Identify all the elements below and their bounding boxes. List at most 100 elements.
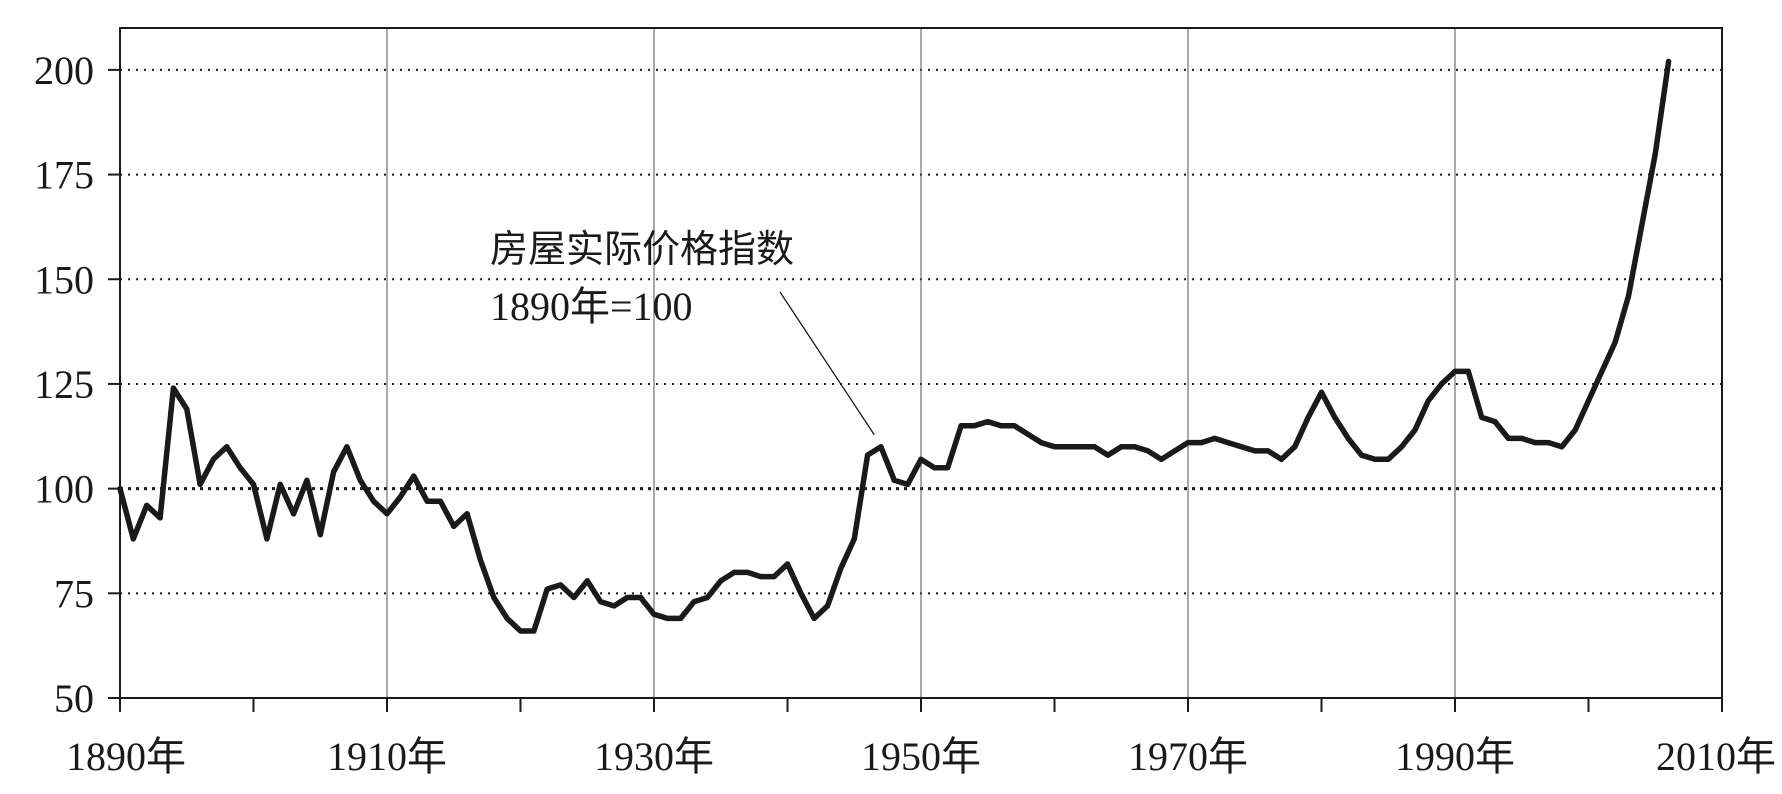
data-point-1949: [905, 481, 911, 487]
data-point-1915: [451, 523, 457, 529]
data-point-1924: [571, 594, 577, 601]
data-point-1946: [865, 452, 871, 458]
annotation-sublabel: 1890年=100: [490, 284, 693, 329]
data-point-1960: [1051, 444, 1058, 450]
data-point-1905: [317, 532, 323, 538]
data-point-1955: [985, 419, 991, 425]
data-point-1928: [624, 594, 630, 601]
data-point-1948: [891, 477, 897, 483]
data-point-1939: [771, 574, 777, 580]
data-point-1964: [1105, 452, 1111, 458]
data-point-1917: [477, 557, 483, 563]
x-tick-label-1890: 1890年: [66, 734, 186, 779]
data-point-1921: [531, 628, 537, 634]
data-point-1913: [424, 498, 430, 504]
data-point-1947: [878, 444, 884, 450]
data-point-1910: [384, 511, 390, 517]
data-point-1990: [1452, 368, 1458, 374]
data-point-1984: [1372, 456, 1378, 462]
annotation-leader-line: [779, 291, 875, 436]
data-point-1918: [491, 594, 497, 601]
y-axis-ticks: [108, 68, 120, 699]
data-point-2003: [1625, 293, 1632, 299]
x-tick-label-1950: 1950年: [861, 734, 981, 779]
data-point-1971: [1198, 440, 1204, 446]
data-point-1923: [557, 582, 564, 588]
data-point-1926: [598, 599, 604, 605]
data-point-1941: [798, 590, 804, 596]
data-point-1973: [1225, 440, 1231, 446]
series-line: [117, 58, 1672, 634]
data-point-1998: [1559, 444, 1565, 450]
y-tick-label-50: 50: [54, 676, 94, 721]
data-point-1893: [157, 515, 163, 521]
data-point-1961: [1065, 444, 1071, 450]
data-point-1900: [250, 481, 257, 487]
x-axis-ticks: [119, 698, 1723, 712]
data-point-1999: [1572, 427, 1578, 433]
data-point-1899: [237, 465, 243, 471]
data-point-1965: [1118, 444, 1124, 450]
data-point-1958: [1025, 431, 1031, 437]
data-point-1911: [397, 494, 403, 500]
y-axis-tick-labels: 50 75 100 125 150 175 200: [34, 48, 94, 721]
data-point-1968: [1158, 456, 1164, 462]
data-point-1903: [291, 511, 297, 517]
y-tick-label-100: 100: [34, 467, 94, 512]
data-point-1989: [1439, 381, 1445, 387]
data-point-1934: [704, 594, 711, 601]
data-point-1976: [1265, 448, 1271, 454]
y-tick-label-200: 200: [34, 48, 94, 93]
data-point-1967: [1145, 448, 1151, 454]
data-point-1957: [1011, 423, 1018, 429]
data-point-1927: [611, 603, 617, 609]
data-point-2004: [1639, 222, 1645, 228]
data-point-1952: [945, 465, 951, 471]
data-point-1995: [1519, 435, 1525, 441]
data-point-1896: [197, 481, 203, 487]
data-point-2006: [1666, 58, 1672, 65]
data-point-1988: [1425, 398, 1431, 404]
data-point-1890: [117, 486, 123, 492]
x-axis-tick-labels: 1890年 1910年 1930年 1950年 1970年 1990年 2010年: [66, 734, 1776, 779]
data-point-1907: [344, 444, 350, 450]
data-point-1931: [664, 615, 671, 622]
data-point-1959: [1038, 440, 1044, 446]
data-point-1991: [1465, 368, 1471, 374]
y-tick-label-175: 175: [34, 153, 94, 198]
data-point-1936: [731, 569, 737, 576]
data-point-1977: [1278, 456, 1285, 462]
data-point-1894: [170, 385, 176, 391]
data-point-1980: [1318, 389, 1325, 395]
data-point-1972: [1212, 435, 1218, 441]
data-point-1979: [1305, 414, 1311, 420]
x-tick-label-1910: 1910年: [327, 734, 447, 779]
data-point-1912: [411, 473, 417, 479]
data-point-1922: [544, 586, 550, 592]
y-tick-label-150: 150: [34, 257, 94, 302]
data-point-1933: [691, 599, 697, 605]
x-tick-label-1930: 1930年: [594, 734, 714, 779]
data-point-1992: [1479, 414, 1485, 420]
data-point-1895: [184, 406, 190, 412]
vertical-gridlines: [386, 28, 1456, 698]
data-point-1993: [1492, 419, 1498, 425]
data-point-1929: [638, 594, 644, 601]
data-point-1985: [1385, 456, 1391, 462]
annotation-label: 房屋实际价格指数: [490, 227, 794, 271]
data-point-1969: [1172, 448, 1178, 454]
data-point-1943: [824, 603, 831, 609]
data-point-1914: [437, 498, 443, 504]
data-point-1994: [1505, 435, 1511, 441]
data-point-1987: [1412, 427, 1418, 433]
data-point-1944: [838, 565, 844, 571]
data-point-1970: [1185, 440, 1191, 446]
data-point-1945: [851, 536, 857, 542]
data-point-1962: [1078, 444, 1084, 450]
data-point-1916: [464, 511, 470, 517]
data-point-1982: [1345, 435, 1351, 441]
data-point-1904: [304, 477, 310, 483]
data-point-1981: [1332, 414, 1338, 420]
data-point-1909: [371, 498, 377, 504]
data-point-1950: [918, 456, 924, 462]
